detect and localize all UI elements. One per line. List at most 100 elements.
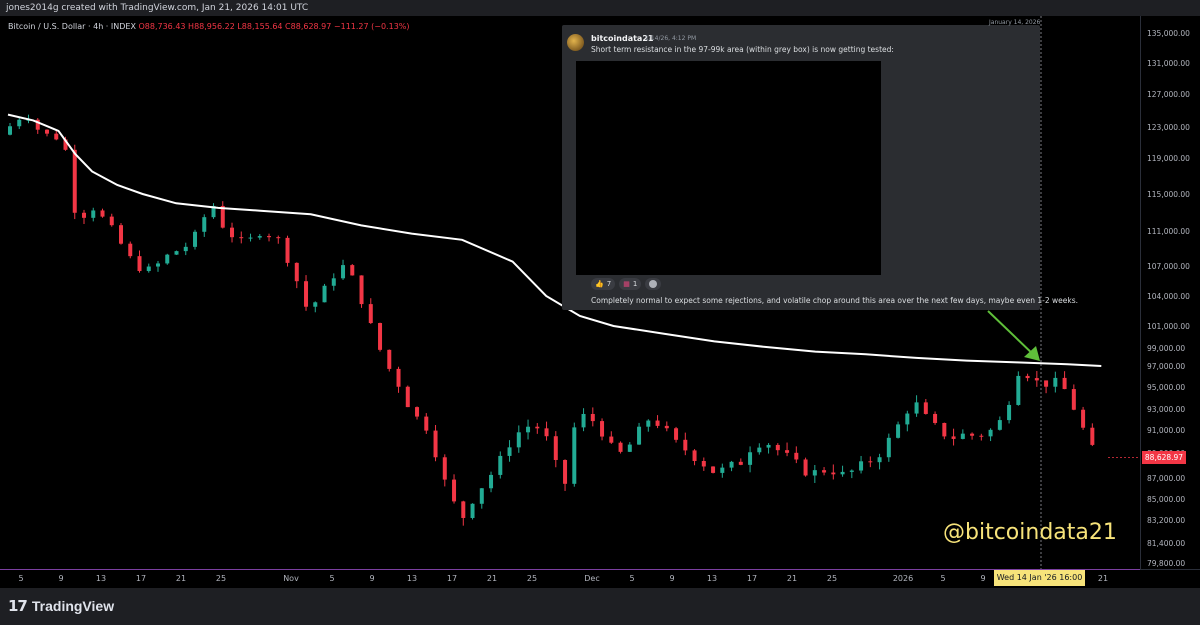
candle-body: [8, 126, 12, 135]
post-username: bitcoindata21: [591, 34, 654, 43]
chart-credit: jones2014g created with TradingView.com,…: [6, 3, 309, 13]
time-tick-label: 5: [329, 574, 334, 583]
candle-body: [600, 421, 605, 437]
candle-body: [840, 471, 845, 475]
moving-average-line: [7, 113, 1102, 367]
candle-body: [877, 457, 882, 463]
candle-body: [285, 237, 290, 263]
candle-body: [942, 422, 947, 437]
candle-body: [1062, 377, 1067, 390]
symbol-legend: Bitcoin / U.S. Dollar · 4h · INDEX O88,7…: [8, 22, 410, 31]
time-tick-label: 9: [669, 574, 674, 583]
candle-body: [516, 432, 521, 448]
candle-body: [1016, 375, 1021, 405]
candle-body: [230, 227, 235, 238]
candle-body: [368, 304, 373, 324]
candle-body: [775, 444, 780, 451]
candle-body: [553, 436, 558, 460]
candle-body: [711, 466, 716, 473]
tradingview-logo-icon: 17: [8, 597, 28, 615]
time-tick-label: 25: [827, 574, 837, 583]
time-tick-label: 17: [136, 574, 146, 583]
candle-body: [812, 470, 817, 476]
candle-body: [655, 420, 660, 426]
annotation-arrow: [987, 310, 1037, 358]
price-tick-label: 85,000.00: [1147, 495, 1185, 504]
candle-body: [683, 439, 688, 451]
annotation-arrowhead: [1024, 346, 1040, 361]
time-tick-label: 13: [96, 574, 106, 583]
time-tick-label: 13: [707, 574, 717, 583]
candle-body: [470, 503, 475, 518]
time-axis[interactable]: [0, 569, 1140, 588]
candle-body: [729, 461, 734, 468]
candle-body: [849, 470, 854, 472]
candle-body: [738, 461, 743, 465]
candle-body: [220, 205, 225, 228]
candle-body: [794, 452, 799, 460]
time-tick-label: 2026: [893, 574, 913, 583]
price-tick-label: 131,000.00: [1147, 59, 1190, 68]
time-tick-label: Dec: [584, 574, 599, 583]
post-timestamp: 1/14/26, 4:12 PM: [645, 35, 697, 42]
time-tick-label: 13: [407, 574, 417, 583]
candle-body: [1071, 389, 1076, 410]
price-tick-label: 119,000.00: [1147, 154, 1190, 163]
reaction-chart: ▦ 1: [619, 278, 642, 290]
candle-body: [489, 474, 494, 489]
price-tick-label: 111,000.00: [1147, 227, 1190, 236]
ohlc-low: L88,155.64: [237, 22, 283, 31]
candle-body: [63, 139, 68, 150]
price-tick-label: 97,000.00: [1147, 362, 1185, 371]
price-axis[interactable]: [1140, 16, 1200, 569]
tradingview-logo[interactable]: 17 TradingView: [8, 597, 114, 615]
candle-body: [267, 236, 272, 238]
post-embedded-image: [576, 61, 881, 275]
tradingview-wordmark: TradingView: [31, 598, 115, 614]
candle-body: [239, 237, 244, 239]
candle-body: [859, 461, 864, 471]
candle-body: [785, 450, 790, 453]
candle-body: [1053, 377, 1058, 387]
candle-body: [748, 452, 753, 465]
ohlc-change: −111.27 (−0.13%): [333, 22, 410, 31]
candle-body: [350, 265, 355, 276]
time-tick-label: 21: [487, 574, 497, 583]
candle-body: [646, 420, 651, 427]
reaction-count: 7: [606, 280, 612, 288]
candle-body: [831, 472, 836, 475]
candle-body: [951, 436, 956, 439]
time-tick-label: 9: [980, 574, 985, 583]
price-tick-label: 83,200.00: [1147, 516, 1185, 525]
candle-body: [54, 133, 59, 140]
price-tick-label: 93,000.00: [1147, 405, 1185, 414]
post-reactions: 👍 7 ▦ 1: [591, 278, 662, 290]
time-tick-label: 17: [747, 574, 757, 583]
candle-body: [82, 212, 87, 218]
candle-body: [461, 501, 466, 518]
candle-body: [590, 413, 595, 422]
time-tick-label: 25: [216, 574, 226, 583]
candle-body: [479, 488, 484, 504]
candle-body: [1044, 380, 1049, 387]
candle-body: [156, 263, 161, 267]
candle-body: [1090, 427, 1095, 445]
time-tick-label: 9: [369, 574, 374, 583]
candle-body: [91, 210, 96, 218]
price-tick-label: 99,000.00: [1147, 344, 1185, 353]
candle-body: [183, 246, 188, 252]
candle-body: [322, 285, 327, 303]
avatar: [567, 34, 584, 51]
candle-body: [35, 119, 40, 130]
reaction-thumbs-up: 👍 7: [591, 278, 616, 290]
candle-body: [174, 251, 179, 255]
price-tick-label: 79,800.00: [1147, 559, 1185, 568]
candle-body: [674, 428, 679, 440]
candle-body: [960, 433, 965, 439]
time-tick-label: 5: [18, 574, 23, 583]
candle-body: [905, 413, 910, 425]
price-tick-label: 95,000.00: [1147, 383, 1185, 392]
candle-body: [609, 436, 614, 443]
author-watermark: @bitcoindata21: [943, 520, 1117, 545]
discord-post-overlay: bitcoindata21 1/14/26, 4:12 PM Short ter…: [562, 25, 1078, 310]
